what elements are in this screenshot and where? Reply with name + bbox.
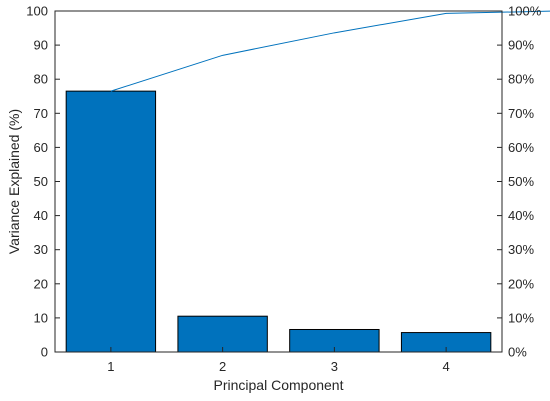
y-axis-title: Variance Explained (%): [6, 109, 22, 254]
y2-tick-label: 0%: [508, 345, 527, 360]
x-tick-label: 1: [107, 359, 114, 374]
ticks-group: 0 0% 10 10% 20 20% 30 30% 40 40% 50 50% 60 60% 70 70% 80…: [26, 4, 541, 375]
y2-tick-label: 10%: [508, 310, 534, 325]
y-tick-label: 100: [26, 4, 48, 19]
x-tick-label: 3: [331, 359, 338, 374]
y-tick-label: 40: [34, 208, 48, 223]
y2-tick-label: 90%: [508, 38, 534, 53]
y-tick-label: 0: [41, 345, 48, 360]
x-tick-label: 4: [443, 359, 450, 374]
y2-tick-label: 20%: [508, 276, 534, 291]
y-tick-label: 70: [34, 106, 48, 121]
y2-tick-label: 40%: [508, 208, 534, 223]
y-tick-label: 10: [34, 310, 48, 325]
y2-tick-label: 60%: [508, 140, 534, 155]
y-tick-label: 30: [34, 242, 48, 257]
y-tick-label: 60: [34, 140, 48, 155]
y2-tick-label: 70%: [508, 106, 534, 121]
y2-tick-label: 50%: [508, 174, 534, 189]
y2-tick-label: 100%: [508, 4, 542, 19]
y-tick-label: 90: [34, 38, 48, 53]
bar-2: [177, 315, 268, 353]
y-tick-label: 80: [34, 72, 48, 87]
bar-1: [65, 90, 157, 353]
cumulative-line-group: [110, 10, 550, 92]
bars-group: [65, 90, 492, 353]
y-tick-label: 50: [34, 174, 48, 189]
y2-tick-label: 30%: [508, 242, 534, 257]
y-tick-label: 20: [34, 276, 48, 291]
cumulative-line: [110, 10, 550, 92]
x-axis-title: Principal Component: [214, 377, 344, 393]
y2-tick-label: 80%: [508, 72, 534, 87]
x-tick-label: 2: [219, 359, 226, 374]
